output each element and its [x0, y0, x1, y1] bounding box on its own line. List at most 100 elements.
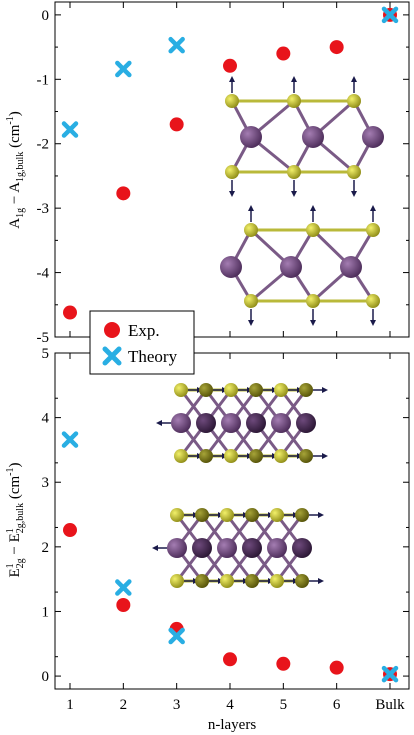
- chalcogen-atom: [174, 383, 188, 397]
- chalcogen-atom: [249, 449, 263, 463]
- bottom-ylabel-sub1: 2g: [15, 558, 26, 568]
- top-exp-point: [169, 117, 184, 132]
- chalcogen-atom: [170, 508, 184, 522]
- top-ytick-label: 0: [42, 8, 50, 24]
- chalcogen-atom: [224, 449, 238, 463]
- chalcogen-atom: [270, 508, 284, 522]
- top-ytick-label: -3: [37, 201, 50, 217]
- chalcogen-atom: [347, 94, 361, 108]
- bottom-ylabel-unit-sup: -1: [5, 468, 16, 476]
- legend-theory-label: Theory: [128, 347, 178, 366]
- metal-atom: [220, 256, 242, 278]
- chalcogen-atom: [225, 165, 239, 179]
- chalcogen-atom: [295, 508, 309, 522]
- xtick-label: 4: [226, 697, 234, 713]
- bottom-ytick-label: 1: [42, 604, 50, 620]
- top-ylabel-sub2: 1g,bulk: [15, 152, 26, 182]
- metal-atom: [267, 538, 287, 558]
- bottom-ylabel-unit: (cm: [7, 476, 23, 503]
- xtick-label: 3: [173, 697, 181, 713]
- top-inset-a1g-structure: [220, 76, 384, 326]
- bottom-ylabel-sup1: 1: [5, 563, 16, 568]
- legend: Exp. Theory: [89, 310, 195, 375]
- bottom-ylabel-sub2: 2g,bulk: [15, 503, 26, 533]
- metal-atom: [171, 413, 191, 433]
- chalcogen-atom: [366, 223, 380, 237]
- metal-atom: [296, 413, 316, 433]
- bottom-ylabel-mid: − E: [7, 533, 23, 558]
- bottom-theory-point: [168, 627, 185, 645]
- metal-atom: [280, 256, 302, 278]
- xtick-label: Bulk: [375, 697, 405, 713]
- metal-atom: [196, 413, 216, 433]
- xtick-label: 2: [120, 697, 128, 713]
- legend-exp-label: Exp.: [128, 321, 160, 340]
- top-ylabel-unit: (cm: [7, 124, 23, 151]
- top-panel: 0-1-2-3-4-5 A1g − A1g,bulk (cm-1): [5, 1, 410, 346]
- legend-exp-marker: [104, 322, 120, 338]
- metal-atom: [302, 126, 324, 148]
- top-ylabel-mid: − A: [7, 182, 23, 208]
- metal-atom: [246, 413, 266, 433]
- metal-atom: [340, 256, 362, 278]
- chalcogen-atom: [245, 508, 259, 522]
- chalcogen-atom: [220, 574, 234, 588]
- bottom-exp-point: [223, 652, 237, 667]
- chalcogen-atom: [195, 508, 209, 522]
- chalcogen-atom: [244, 223, 258, 237]
- top-theory-point: [168, 36, 185, 54]
- bottom-inset-e2g-structure: [152, 383, 328, 588]
- chalcogen-atom: [199, 383, 213, 397]
- chalcogen-atom: [245, 574, 259, 588]
- bottom-exp-point: [63, 523, 77, 538]
- chalcogen-atom: [287, 94, 301, 108]
- top-ylabel-unit-close: ): [7, 111, 23, 116]
- chalcogen-atom: [224, 383, 238, 397]
- top-ytick-label: -5: [37, 330, 50, 346]
- top-theory-point: [381, 6, 399, 24]
- bottom-y-axis-label: E12g − E12g,bulk (cm-1): [5, 463, 26, 578]
- xtick-label: 5: [280, 697, 288, 713]
- bottom-ytick-label: 3: [42, 475, 50, 491]
- top-exp-point: [276, 46, 291, 61]
- metal-atom: [271, 413, 291, 433]
- top-theory-point: [61, 121, 79, 138]
- bottom-ylabel-unit-close: ): [7, 463, 23, 468]
- bottom-theory-point: [381, 665, 399, 683]
- top-exp-point: [223, 58, 237, 73]
- bottom-exp-point: [116, 598, 131, 612]
- chalcogen-atom: [174, 449, 188, 463]
- bottom-ylabel-sup2: 1: [5, 528, 16, 533]
- chalcogen-atom: [225, 94, 239, 108]
- bottom-theory-point: [61, 431, 79, 448]
- chalcogen-atom: [195, 574, 209, 588]
- metal-atom: [167, 538, 187, 558]
- top-ytick-label: -4: [37, 266, 50, 282]
- metal-atom: [192, 538, 212, 558]
- bottom-ytick-label: 4: [42, 411, 50, 427]
- top-ylabel-main: A: [7, 218, 23, 229]
- chalcogen-atom: [299, 449, 313, 463]
- chalcogen-atom: [347, 165, 361, 179]
- bottom-ytick-label: 2: [42, 540, 50, 556]
- metal-atom: [217, 538, 237, 558]
- chalcogen-atom: [295, 574, 309, 588]
- top-ytick-label: -1: [37, 72, 50, 88]
- metal-atom: [221, 413, 241, 433]
- metal-atom: [242, 538, 262, 558]
- xtick-label: 6: [333, 697, 341, 713]
- chalcogen-atom: [249, 383, 263, 397]
- bottom-exp-point: [276, 656, 291, 671]
- top-ylabel-sub1: 1g: [15, 208, 26, 218]
- top-ylabel-unit-sup: -1: [5, 116, 16, 124]
- bottom-data-marks: [61, 431, 399, 683]
- metal-atom: [240, 126, 262, 148]
- top-plot-frame: [54, 1, 410, 338]
- chalcogen-atom: [306, 223, 320, 237]
- chalcogen-atom: [274, 449, 288, 463]
- top-y-axis-label: A1g − A1g,bulk (cm-1): [5, 111, 26, 229]
- chalcogen-atom: [366, 294, 380, 308]
- chalcogen-atom: [199, 449, 213, 463]
- bottom-exp-point: [329, 660, 344, 675]
